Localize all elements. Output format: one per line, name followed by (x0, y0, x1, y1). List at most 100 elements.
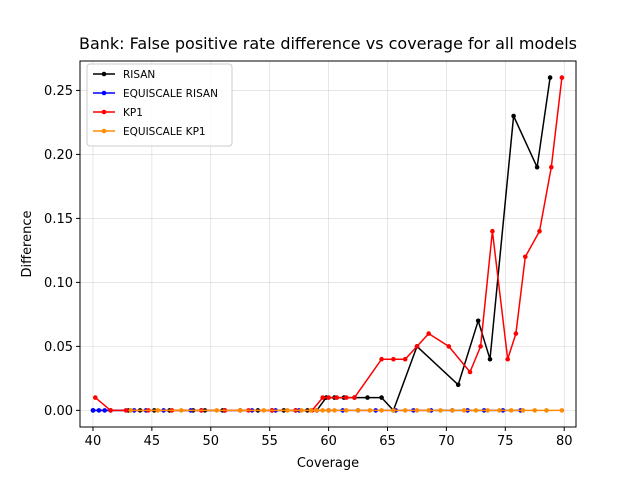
series-layer (90, 75, 565, 413)
x-tick-label: 70 (438, 434, 455, 449)
data-point-equiscale-kp1 (179, 408, 184, 413)
data-point-kp1 (108, 408, 113, 413)
x-axis-label: Coverage (297, 456, 359, 471)
data-point-equiscale-kp1 (473, 408, 479, 413)
data-point-risan (511, 113, 516, 119)
x-tick-label: 60 (320, 434, 337, 449)
legend-label-kp1: KP1 (123, 107, 143, 119)
data-point-equiscale-kp1 (544, 408, 549, 413)
data-point-kp1 (326, 395, 331, 400)
y-tick-label: 0.25 (44, 84, 73, 99)
data-point-equiscale-risan (96, 408, 102, 413)
legend-label-equiscale-risan: EQUISCALE RISAN (123, 88, 218, 100)
legend-marker-equiscale-risan (101, 90, 107, 96)
y-tick-label: 0.05 (44, 340, 73, 355)
x-tick-label: 40 (85, 434, 102, 449)
data-point-risan (547, 75, 553, 80)
data-point-kp1 (123, 408, 129, 413)
y-tick-label: 0.10 (44, 276, 73, 291)
data-point-equiscale-kp1 (332, 408, 337, 413)
x-tick-label: 55 (261, 434, 278, 449)
data-point-kp1 (505, 356, 511, 362)
series-equiscale-kp1 (128, 408, 565, 413)
data-point-kp1 (320, 395, 326, 400)
data-point-equiscale-kp1 (261, 408, 267, 413)
data-point-risan (379, 395, 384, 400)
data-point-kp1 (523, 254, 528, 260)
data-point-equiscale-kp1 (532, 408, 538, 413)
legend-marker-risan (101, 71, 107, 77)
plot-frame (79, 60, 577, 428)
data-point-kp1 (379, 356, 384, 362)
data-point-equiscale-kp1 (155, 408, 161, 413)
data-point-equiscale-kp1 (461, 408, 467, 413)
data-point-kp1 (334, 395, 340, 400)
data-point-kp1 (344, 395, 349, 400)
data-point-equiscale-kp1 (314, 408, 320, 413)
data-point-risan (534, 164, 540, 170)
data-point-risan (455, 382, 461, 388)
plot-area: 40 45 50 55 60 65 70 75 80 0.00 0.05 0.10 0.15 0.20 0.… (44, 60, 577, 449)
data-point-equiscale-kp1 (497, 408, 502, 413)
axis-ticks: 40 45 50 55 60 65 70 75 80 0.00 0.05 0.10 0.15 0.20 0.… (44, 84, 572, 449)
data-point-kp1 (391, 356, 396, 362)
data-point-kp1 (467, 369, 473, 375)
legend-marker-kp1 (101, 109, 107, 115)
data-point-risan (487, 356, 493, 362)
data-point-kp1 (352, 395, 357, 400)
data-point-equiscale-kp1 (508, 408, 514, 413)
data-point-kp1 (549, 164, 554, 170)
data-point-equiscale-kp1 (237, 408, 243, 413)
data-point-equiscale-kp1 (308, 408, 314, 413)
data-point-equiscale-kp1 (379, 408, 384, 413)
data-point-equiscale-kp1 (214, 408, 219, 413)
x-tick-label: 45 (144, 434, 161, 449)
y-tick-label: 0.15 (44, 212, 73, 227)
data-point-equiscale-kp1 (326, 408, 331, 413)
data-point-equiscale-kp1 (391, 408, 396, 413)
data-point-equiscale-kp1 (344, 408, 349, 413)
data-point-equiscale-kp1 (367, 408, 373, 413)
data-point-kp1 (402, 356, 408, 362)
data-point-equiscale-kp1 (128, 408, 133, 413)
data-point-equiscale-kp1 (450, 408, 455, 413)
legend-marker-equiscale-kp1 (101, 128, 107, 134)
data-point-equiscale-kp1 (426, 408, 432, 413)
y-tick-label: 0.00 (44, 404, 73, 419)
data-point-kp1 (426, 331, 432, 336)
data-point-kp1 (478, 344, 483, 349)
data-point-equiscale-kp1 (355, 408, 361, 413)
data-point-equiscale-kp1 (414, 408, 420, 413)
data-point-risan (365, 395, 370, 400)
data-point-equiscale-risan (90, 408, 96, 413)
legend: RISAN EQUISCALE RISAN KP1 EQUISCALE KP1 (86, 63, 233, 147)
x-tick-label: 65 (379, 434, 396, 449)
x-tick-label: 75 (497, 434, 514, 449)
data-point-equiscale-kp1 (520, 408, 526, 413)
data-point-kp1 (93, 395, 98, 400)
chart-title: Bank: False positive rate difference vs … (79, 34, 577, 53)
data-point-kp1 (537, 228, 542, 234)
legend-label-equiscale-kp1: EQUISCALE KP1 (123, 126, 206, 138)
data-point-equiscale-kp1 (438, 408, 443, 413)
data-point-equiscale-risan (102, 408, 107, 413)
data-point-kp1 (446, 344, 452, 349)
data-point-kp1 (513, 331, 519, 336)
data-point-risan (475, 318, 481, 324)
legend-frame (86, 63, 233, 147)
data-point-kp1 (414, 344, 420, 349)
data-point-equiscale-kp1 (299, 408, 304, 413)
data-point-equiscale-kp1 (285, 408, 290, 413)
y-tick-label: 0.20 (44, 148, 73, 163)
data-point-equiscale-kp1 (559, 408, 565, 413)
x-tick-label: 80 (556, 434, 573, 449)
data-point-equiscale-kp1 (320, 408, 326, 413)
data-point-kp1 (559, 75, 565, 80)
data-point-equiscale-kp1 (485, 408, 490, 413)
data-point-equiscale-kp1 (402, 408, 408, 413)
data-point-kp1 (490, 228, 495, 234)
y-axis-label: Difference (20, 210, 35, 277)
legend-label-risan: RISAN (123, 69, 155, 81)
x-tick-label: 50 (203, 434, 220, 449)
